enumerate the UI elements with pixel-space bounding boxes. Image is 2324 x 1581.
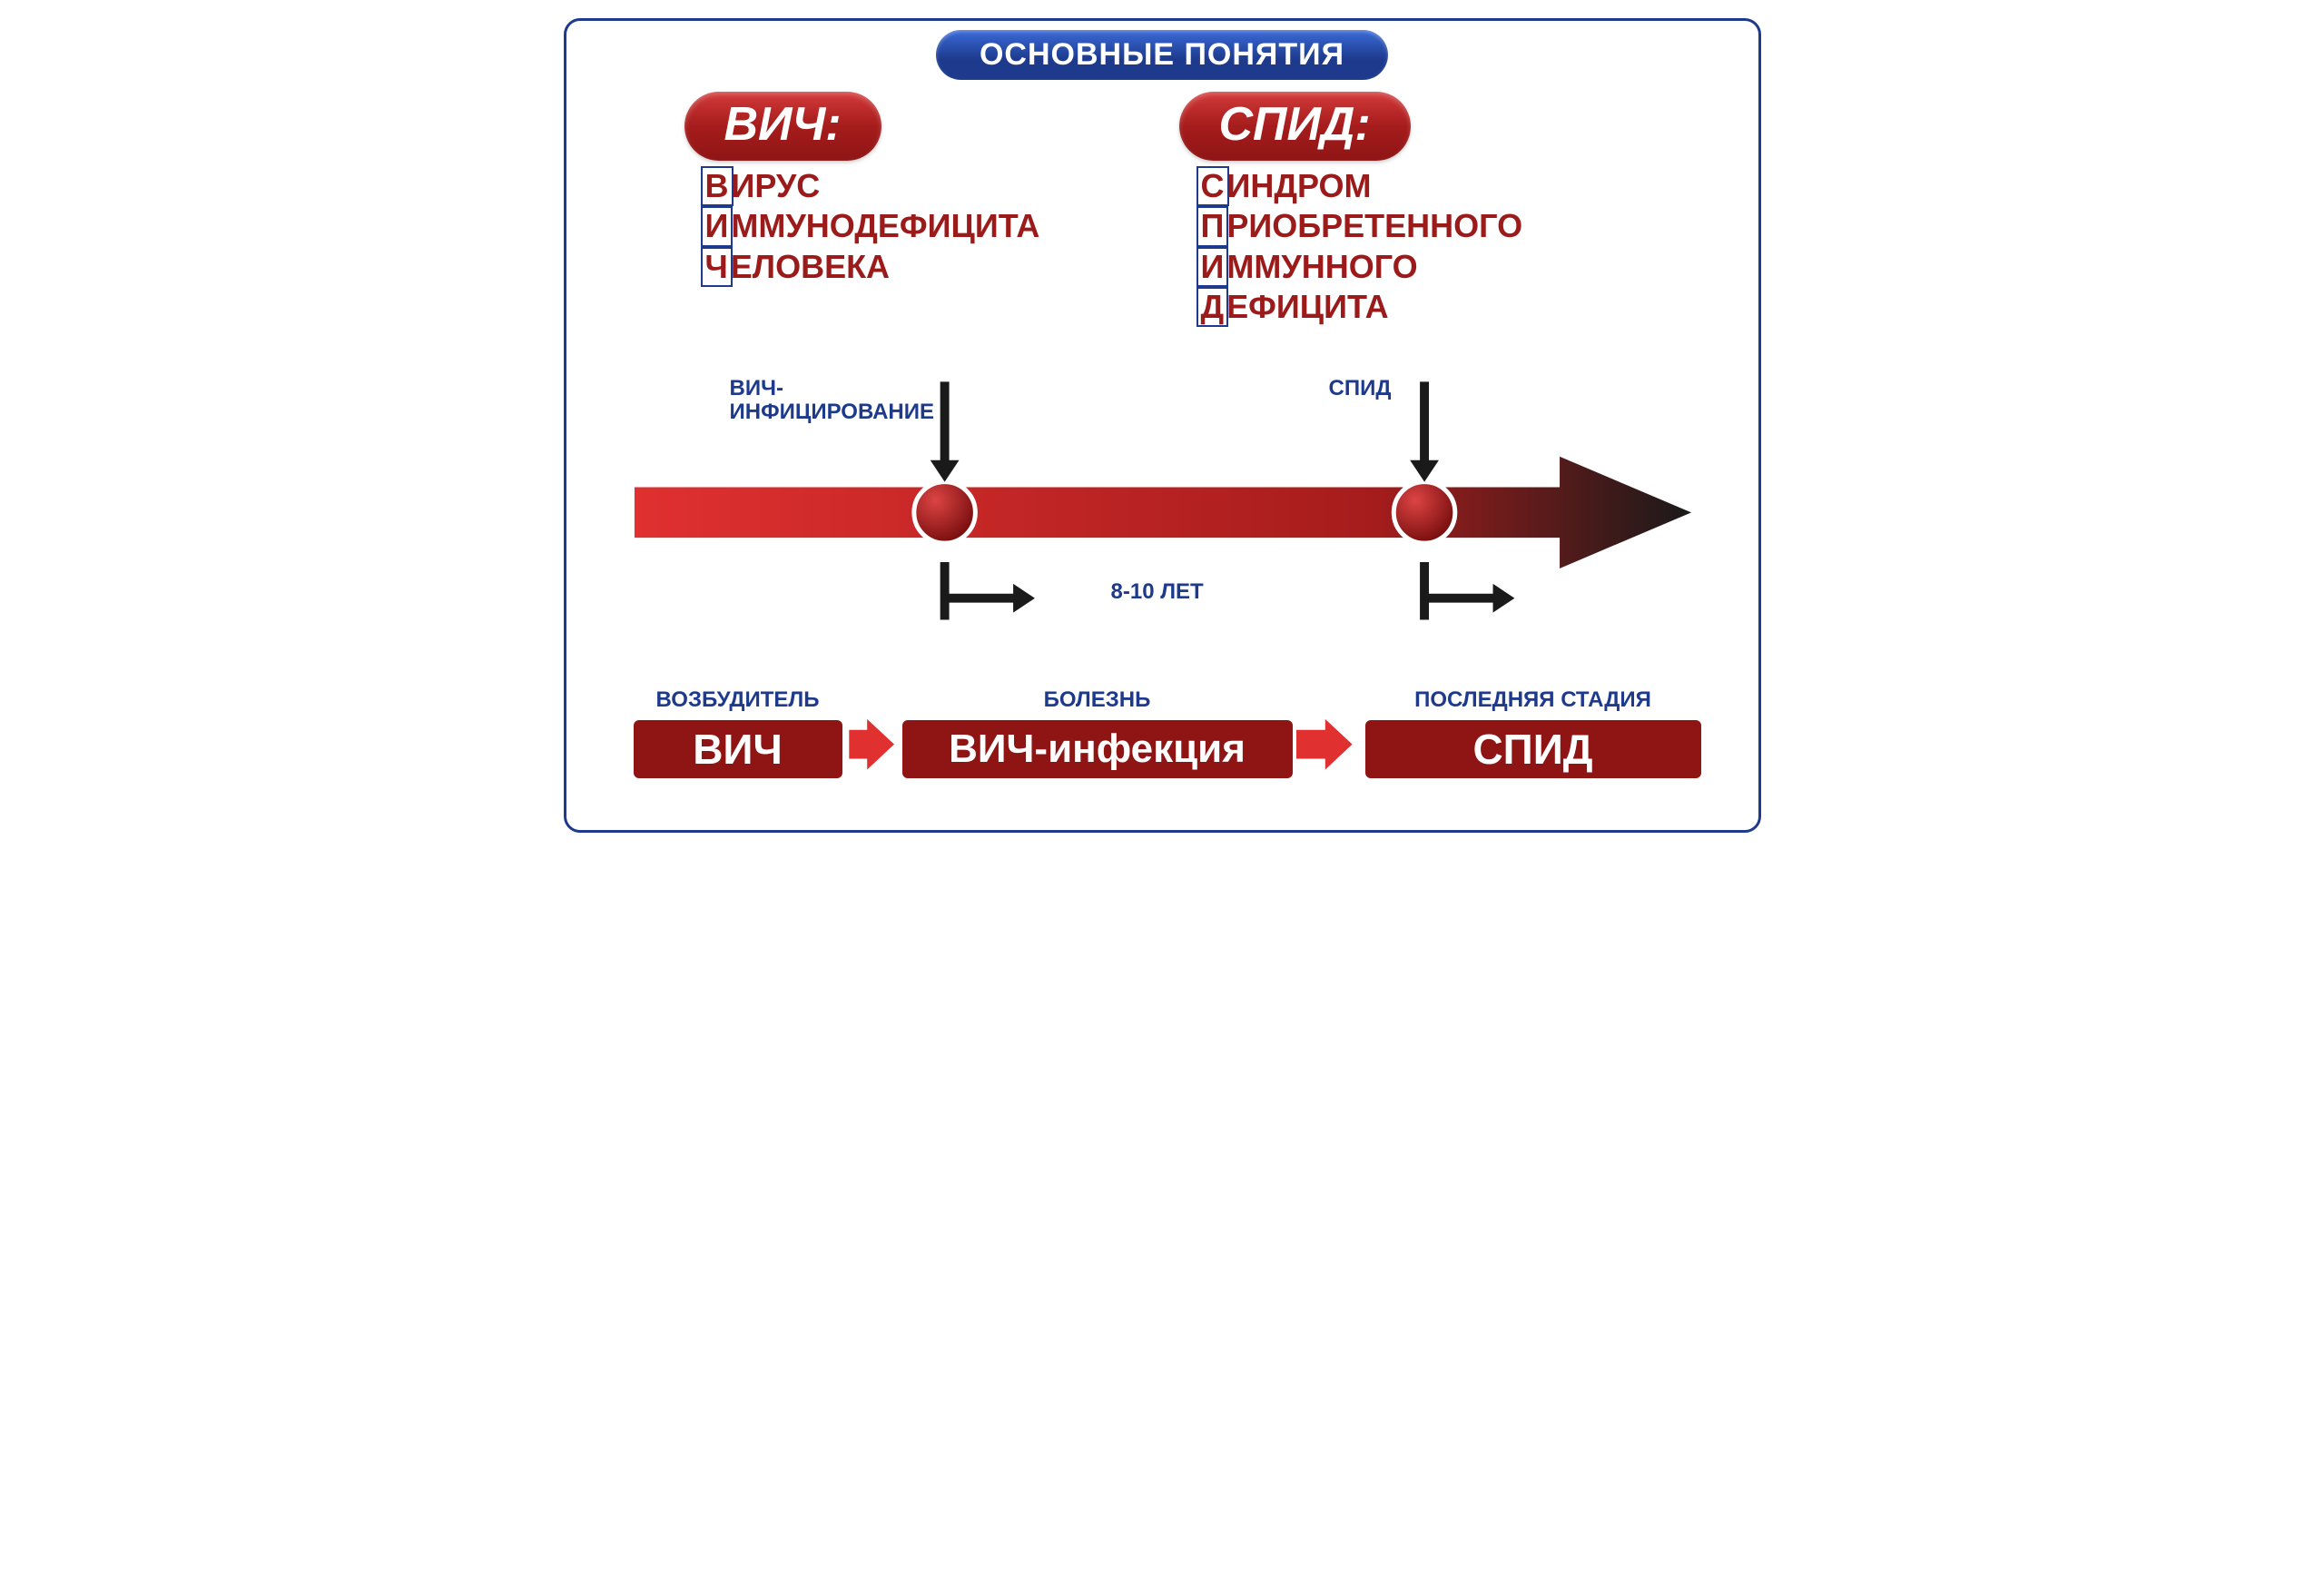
bottom-label-stage: ПОСЛЕДНЯЯ СТАДИЯ [1365,687,1701,713]
bottom-box-aids: СПИД [1365,720,1701,778]
bottom-label-disease: БОЛЕЗНЬ [902,687,1293,713]
main-title: ОСНОВНЫЕ ПОНЯТИЯ [936,30,1388,80]
timeline-label-aids: СПИД [1329,377,1392,400]
timeline-label-infection: ВИЧ- ИНФИЦИРОВАНИЕ [730,377,935,425]
timeline-markers [930,381,1514,619]
diagram-frame: ОСНОВНЫЕ ПОНЯТИЯ ВИЧ: ВИРУСИММУНОДЕФИЦИТ… [564,18,1761,833]
bottom-box-hiv-infection: ВИЧ-инфекция [902,720,1293,778]
hiv-pill: ВИЧ: [684,92,881,161]
aids-acronym: СИНДРОМПРИОБРЕТЕННОГОИММУННОГОДЕФИЦИТА [1196,166,1523,327]
bottom-box-hiv: ВИЧ [634,720,842,778]
bottom-label-agent: ВОЗБУДИТЕЛЬ [634,687,842,713]
aids-pill: СПИД: [1179,92,1411,161]
hiv-acronym: ВИРУСИММУНОДЕФИЦИТАЧЕЛОВЕКА [701,166,1040,287]
timeline-duration-label: 8-10 ЛЕТ [1111,580,1204,604]
timeline-arrow [634,457,1690,568]
